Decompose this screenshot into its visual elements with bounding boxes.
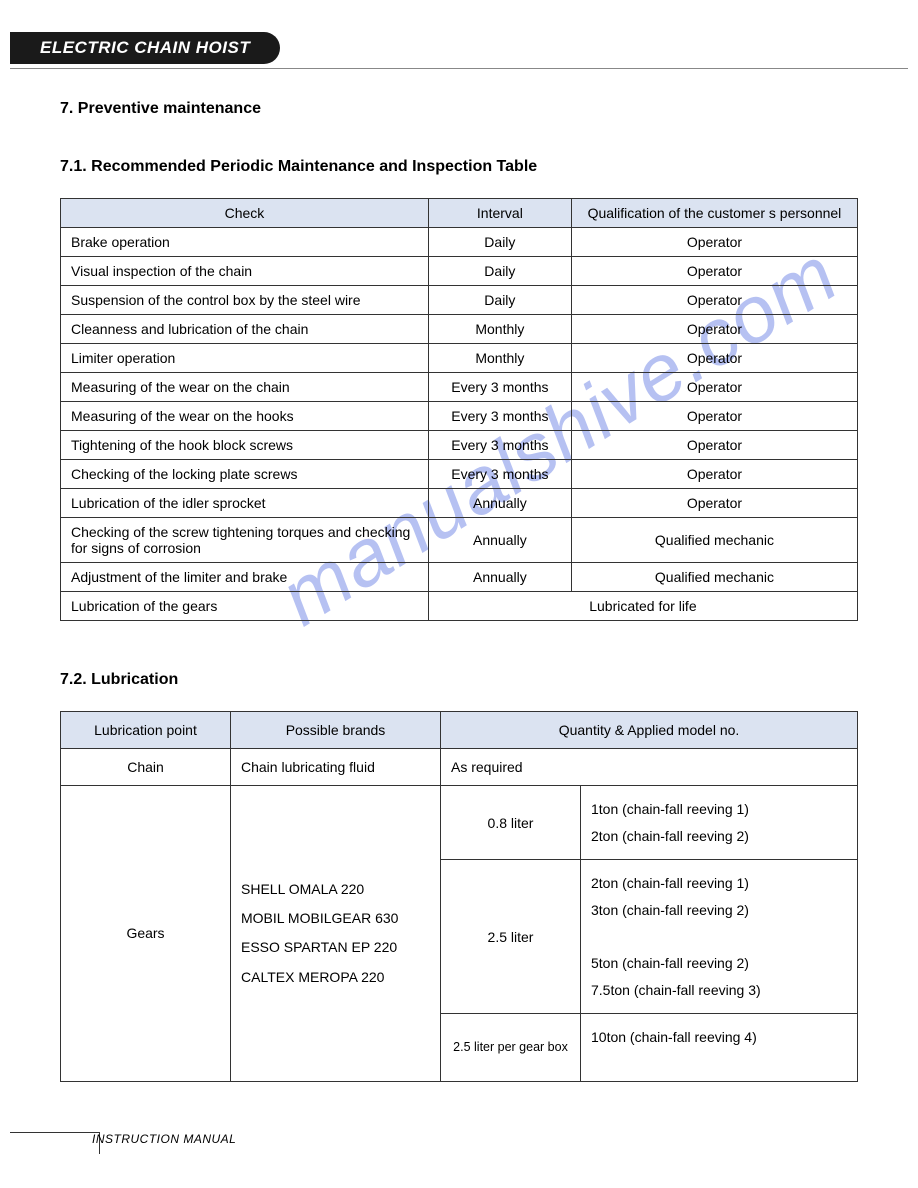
table-row: Brake operationDailyOperator <box>61 228 858 257</box>
table-row: Tightening of the hook block screwsEvery… <box>61 431 858 460</box>
footer-hline <box>10 1132 100 1133</box>
cell-point: Chain <box>61 749 231 786</box>
table-row: Adjustment of the limiter and brakeAnnua… <box>61 563 858 592</box>
table-cell: Monthly <box>428 344 571 373</box>
table-cell: Cleanness and lubrication of the chain <box>61 315 429 344</box>
table-row: Measuring of the wear on the hooksEvery … <box>61 402 858 431</box>
col-qualification: Qualification of the customer s personne… <box>571 199 857 228</box>
lubrication-table: Lubrication point Possible brands Quanti… <box>60 711 858 1082</box>
table-cell: Daily <box>428 228 571 257</box>
table-cell: Operator <box>571 489 857 518</box>
table-cell: Operator <box>571 286 857 315</box>
table-row: Lubrication of the idler sprocketAnnuall… <box>61 489 858 518</box>
table-row: Gears SHELL OMALA 220MOBIL MOBILGEAR 630… <box>61 786 858 860</box>
table-cell: Checking of the screw tightening torques… <box>61 518 429 563</box>
table-row: Chain Chain lubricating fluid As require… <box>61 749 858 786</box>
table-cell: Tightening of the hook block screws <box>61 431 429 460</box>
table-cell: Measuring of the wear on the chain <box>61 373 429 402</box>
col-interval: Interval <box>428 199 571 228</box>
table-row: Cleanness and lubrication of the chainMo… <box>61 315 858 344</box>
cell-models: 10ton (chain-fall reeving 4) <box>581 1014 858 1082</box>
table-cell: Lubrication of the idler sprocket <box>61 489 429 518</box>
table-row: Measuring of the wear on the chainEvery … <box>61 373 858 402</box>
table-cell: Operator <box>571 315 857 344</box>
table-cell: Annually <box>428 489 571 518</box>
table-cell: Operator <box>571 228 857 257</box>
cell-brand: Chain lubricating fluid <box>231 749 441 786</box>
table-cell: Operator <box>571 344 857 373</box>
table-cell: Operator <box>571 257 857 286</box>
table-row: Lubrication of the gearsLubricated for l… <box>61 592 858 621</box>
cell-brands: SHELL OMALA 220MOBIL MOBILGEAR 630ESSO S… <box>231 786 441 1082</box>
table-cell: Annually <box>428 518 571 563</box>
table-cell: Daily <box>428 286 571 315</box>
table-cell: Monthly <box>428 315 571 344</box>
header-tab: ELECTRIC CHAIN HOIST <box>10 32 280 64</box>
table-cell: Every 3 months <box>428 431 571 460</box>
col-brands: Possible brands <box>231 712 441 749</box>
col-lub-point: Lubrication point <box>61 712 231 749</box>
table-cell: Limiter operation <box>61 344 429 373</box>
table-cell: Visual inspection of the chain <box>61 257 429 286</box>
section-7-1-title: 7.1. Recommended Periodic Maintenance an… <box>60 158 858 176</box>
table-cell: Operator <box>571 460 857 489</box>
table-cell: Operator <box>571 402 857 431</box>
cell-qty: As required <box>441 749 858 786</box>
table-row: Checking of the screw tightening torques… <box>61 518 858 563</box>
table-cell: Every 3 months <box>428 460 571 489</box>
table-cell: Qualified mechanic <box>571 518 857 563</box>
table-cell: Qualified mechanic <box>571 563 857 592</box>
table-cell: Annually <box>428 563 571 592</box>
table-cell: Operator <box>571 373 857 402</box>
table-cell: Measuring of the wear on the hooks <box>61 402 429 431</box>
header-title: ELECTRIC CHAIN HOIST <box>40 38 250 57</box>
cell-models: 1ton (chain-fall reeving 1)2ton (chain-f… <box>581 786 858 860</box>
maintenance-table: Check Interval Qualification of the cust… <box>60 198 858 621</box>
footer-text: INSTRUCTION MANUAL <box>92 1132 236 1146</box>
table-row: Visual inspection of the chainDailyOpera… <box>61 257 858 286</box>
table-cell: Suspension of the control box by the ste… <box>61 286 429 315</box>
footer-corner-marks <box>10 1132 100 1154</box>
cell-qty: 0.8 liter <box>441 786 581 860</box>
table-cell: Brake operation <box>61 228 429 257</box>
cell-point-gears: Gears <box>61 786 231 1082</box>
header-rule <box>10 68 908 69</box>
table-header-row: Lubrication point Possible brands Quanti… <box>61 712 858 749</box>
cell-qty: 2.5 liter per gear box <box>441 1014 581 1082</box>
table-cell: Lubricated for life <box>428 592 857 621</box>
section-7-title: 7. Preventive maintenance <box>60 100 858 118</box>
table-cell: Adjustment of the limiter and brake <box>61 563 429 592</box>
page-content: 7. Preventive maintenance 7.1. Recommend… <box>60 100 858 1132</box>
cell-models: 2ton (chain-fall reeving 1)3ton (chain-f… <box>581 860 858 1014</box>
table-cell: Every 3 months <box>428 373 571 402</box>
table-cell: Daily <box>428 257 571 286</box>
section-7-2-title: 7.2. Lubrication <box>60 671 858 689</box>
col-qty-model: Quantity & Applied model no. <box>441 712 858 749</box>
table-cell: Lubrication of the gears <box>61 592 429 621</box>
table-row: Limiter operationMonthlyOperator <box>61 344 858 373</box>
table-cell: Checking of the locking plate screws <box>61 460 429 489</box>
table-header-row: Check Interval Qualification of the cust… <box>61 199 858 228</box>
table-row: Checking of the locking plate screwsEver… <box>61 460 858 489</box>
col-check: Check <box>61 199 429 228</box>
table-row: Suspension of the control box by the ste… <box>61 286 858 315</box>
table-cell: Operator <box>571 431 857 460</box>
cell-qty: 2.5 liter <box>441 860 581 1014</box>
table-cell: Every 3 months <box>428 402 571 431</box>
